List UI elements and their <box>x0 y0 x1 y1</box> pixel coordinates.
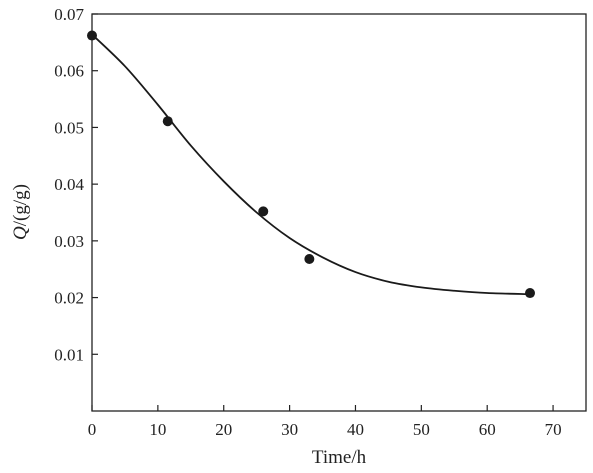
x-tick-label: 10 <box>149 420 166 439</box>
y-tick-label: 0.04 <box>54 175 84 194</box>
y-tick-label: 0.01 <box>54 345 84 364</box>
data-point <box>304 254 315 265</box>
x-axis-title: Time/h <box>312 447 367 468</box>
y-tick-label: 0.05 <box>54 118 84 137</box>
x-axis-ticks: 0 10 20 30 40 50 60 70 <box>88 405 562 439</box>
y-axis-ticks: 0.01 0.02 0.03 0.04 0.05 0.06 0.07 <box>54 5 98 364</box>
x-tick-label: 50 <box>413 420 430 439</box>
data-point <box>87 30 97 41</box>
x-tick-label: 20 <box>215 420 232 439</box>
x-tick-label: 40 <box>347 420 364 439</box>
plot-frame <box>91 13 587 412</box>
data-point <box>525 288 536 299</box>
fit-curve <box>91 33 531 296</box>
y-axis-title-italic: Q <box>10 226 31 240</box>
x-tick-label: 30 <box>281 420 298 439</box>
x-tick-label: 70 <box>545 420 562 439</box>
data-points <box>87 30 536 299</box>
y-axis-title-rest: /(g/g) <box>10 184 31 226</box>
y-tick-label: 0.03 <box>54 232 84 251</box>
y-tick-label: 0.07 <box>54 5 84 24</box>
y-axis-title: Q/(g/g) <box>10 184 31 240</box>
x-tick-label: 60 <box>479 420 496 439</box>
data-point <box>162 116 173 127</box>
x-tick-label: 0 <box>88 420 97 439</box>
data-point <box>258 206 269 217</box>
y-tick-label: 0.02 <box>54 289 84 308</box>
y-tick-label: 0.06 <box>54 62 84 81</box>
